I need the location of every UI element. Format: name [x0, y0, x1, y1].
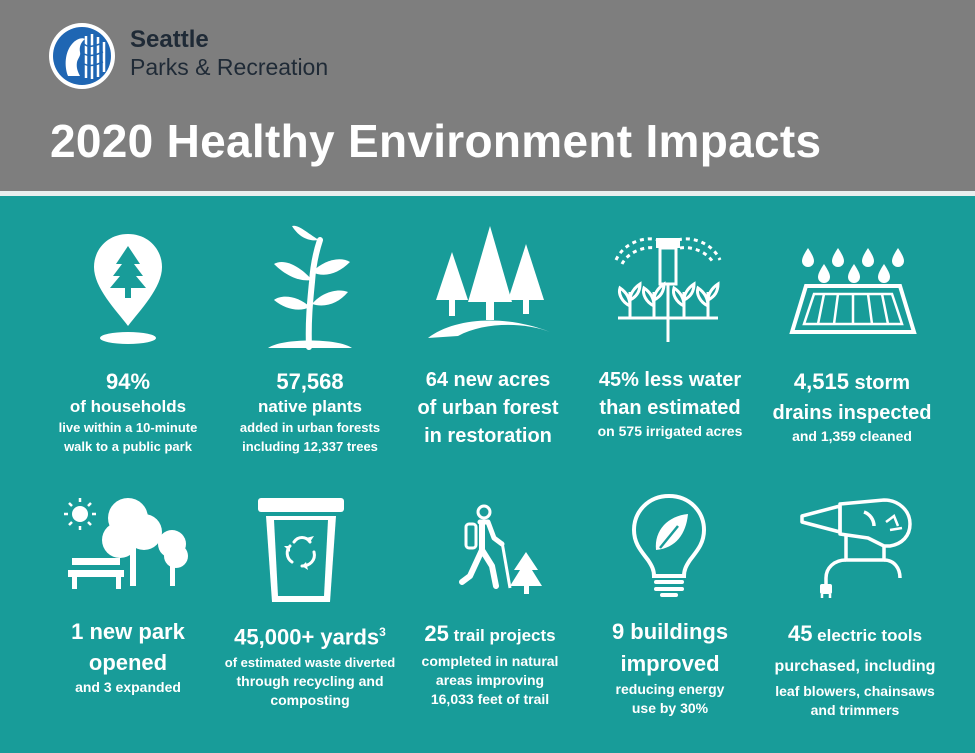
hiker-icon	[459, 504, 542, 594]
stat-detail: and 1,359 cleaned	[792, 428, 912, 444]
stat-headline: 9 buildings	[611, 619, 729, 644]
stat-subhead: of urban forest	[417, 397, 559, 419]
stat-headline: 94%	[105, 369, 151, 394]
stat-subhead: opened	[88, 650, 168, 675]
stat-headline-suffix: storm	[848, 372, 911, 394]
brand-line-2: Parks & Recreation	[130, 54, 329, 80]
brand-line-1: Seattle	[130, 26, 209, 53]
stat-water: 45% less water than estimated on 575 irr…	[580, 366, 760, 441]
stat-households: 94% of households live within a 10-minut…	[38, 368, 218, 456]
stat-detail: composting	[270, 692, 350, 709]
stat-headline: 64 new acres	[425, 369, 551, 391]
stat-subhead: than estimated	[599, 397, 741, 419]
stat-detail: including 12,337 trees	[242, 439, 378, 454]
stat-headline: 57,568	[276, 369, 344, 394]
stat-subhead: purchased, including	[774, 658, 936, 675]
stat-detail: through recycling and	[236, 673, 384, 690]
header-divider	[0, 191, 975, 196]
stat-buildings: 9 buildings improved reducing energy use…	[580, 616, 760, 718]
page-title: 2020 Healthy Environment Impacts	[50, 115, 822, 167]
stat-detail: use by 30%	[631, 700, 709, 716]
stat-subhead: improved	[620, 651, 720, 676]
sprinkler-icon	[614, 237, 722, 342]
stat-number: 45,000+ yards	[234, 624, 380, 650]
stat-new-park: 1 new park opened and 3 expanded	[38, 616, 218, 697]
stats-panel: 94% of households live within a 10-minut…	[0, 196, 975, 753]
stat-detail: on 575 irrigated acres	[597, 423, 743, 439]
stat-detail: leaf blowers, chainsaws	[775, 683, 935, 699]
stat-electric-tools: 45 electric tools purchased, including l…	[760, 618, 950, 720]
stat-headline-suffix: electric tools	[812, 626, 923, 645]
stat-waste-diverted: 45,000+ yards3 of estimated waste divert…	[210, 616, 410, 710]
forest-icon	[428, 226, 550, 338]
stat-detail: and trimmers	[810, 702, 900, 718]
eco-bulb-icon	[631, 493, 707, 597]
stat-headline-suffix: trail projects	[448, 626, 556, 645]
stat-headline: 4,515 storm	[762, 366, 942, 399]
leaf-blower-icon	[800, 498, 912, 598]
stat-number: 4,515	[793, 369, 849, 394]
seattle-seal-icon	[49, 23, 115, 89]
stat-subhead: native plants	[258, 397, 362, 416]
map-pin-tree-icon	[94, 234, 162, 344]
stat-detail: reducing energy	[615, 681, 725, 697]
stat-urban-forest: 64 new acres of urban forest in restorat…	[398, 366, 578, 450]
park-bench-icon	[64, 498, 188, 589]
stat-headline: 45 electric tools	[760, 618, 950, 652]
stat-headline: 45% less water	[598, 369, 742, 391]
recycle-bin-icon	[258, 498, 344, 602]
stat-detail: areas improving	[435, 672, 545, 688]
stat-headline: 1 new park	[71, 619, 185, 644]
header-band: Seattle Parks & Recreation 2020 Healthy …	[0, 0, 975, 191]
stat-detail: added in urban forests	[239, 420, 381, 435]
stat-detail: completed in natural	[421, 653, 559, 669]
stat-storm-drains: 4,515 storm drains inspected and 1,359 c…	[762, 366, 942, 446]
stat-detail: of estimated waste diverted	[224, 655, 396, 671]
stat-trail-projects: 25 trail projects completed in natural a…	[400, 618, 580, 709]
stat-subhead: of households	[69, 397, 187, 416]
stat-subhead: drains inspected	[772, 402, 932, 424]
stat-number: 45	[787, 621, 813, 646]
stat-native-plants: 57,568 native plants added in urban fore…	[220, 368, 400, 456]
stat-headline: 25 trail projects	[400, 618, 580, 652]
stat-superscript: 3	[379, 625, 386, 639]
stat-detail: and 3 expanded	[75, 679, 181, 695]
stat-detail: live within a 10-minute	[58, 420, 198, 435]
stat-number: 25	[424, 621, 449, 646]
storm-drain-icon	[789, 248, 917, 334]
stat-headline: 45,000+ yards3	[210, 616, 410, 653]
brand-name: Seattle Parks & Recreation	[130, 26, 328, 80]
sprout-icon	[268, 225, 352, 350]
stat-detail: walk to a public park	[64, 439, 192, 454]
stat-subhead: in restoration	[424, 425, 552, 447]
stat-detail: 16,033 feet of trail	[430, 691, 550, 707]
